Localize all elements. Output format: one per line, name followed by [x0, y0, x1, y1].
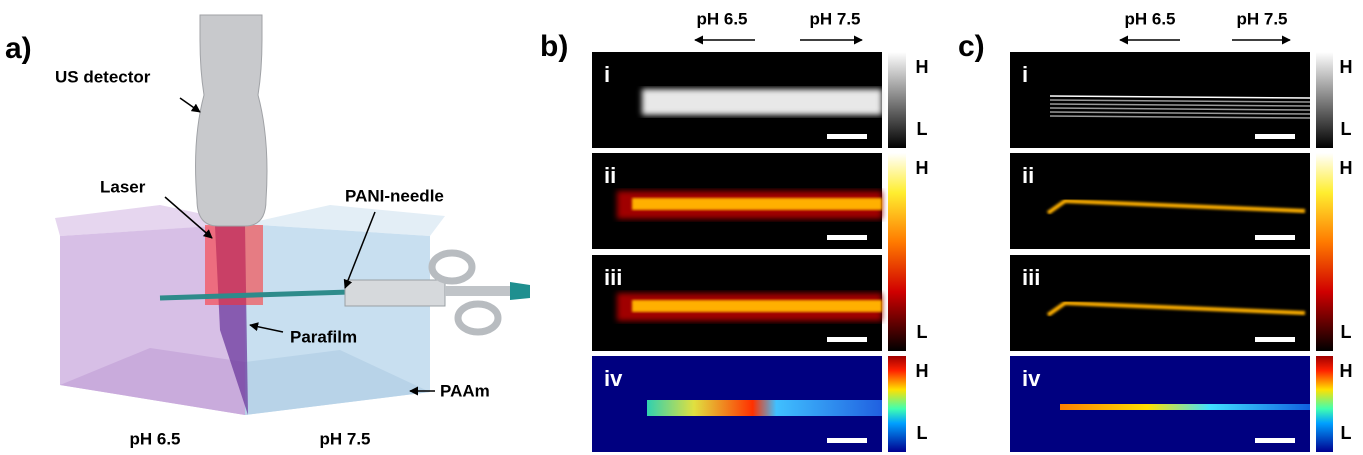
colorbar: [888, 356, 906, 452]
annotation: Laser: [100, 177, 146, 196]
scale-bar: [1255, 438, 1295, 443]
colorbar-low: L: [1341, 322, 1352, 342]
scale-bar: [827, 438, 867, 443]
pa-signal: [632, 198, 882, 210]
colorbar-high: H: [916, 57, 929, 77]
pa-signal: [632, 300, 882, 312]
colorbar-low: L: [1341, 423, 1352, 443]
colorbar-low: L: [1341, 119, 1352, 139]
ph-label: pH 7.5: [319, 429, 370, 448]
colorbar-high: H: [916, 361, 929, 381]
annotation: PAAm: [440, 381, 490, 400]
annotation: PANI-needle: [345, 186, 444, 205]
scale-bar: [1255, 235, 1295, 240]
colorbar-high: H: [916, 158, 929, 178]
scale-bar: [1255, 337, 1295, 342]
panel-label: b): [540, 30, 568, 63]
colorbar-low: L: [917, 322, 928, 342]
figure: a) US detector Laser PANI-needle Parafil…: [0, 0, 1363, 455]
ultrasound-signal: [642, 89, 882, 115]
image-background: [1010, 153, 1310, 249]
panel-label: c): [958, 30, 985, 63]
row-label: i: [604, 62, 610, 87]
panel-label: a): [5, 32, 32, 65]
colorbar-high: H: [1340, 361, 1353, 381]
scale-bar: [827, 337, 867, 342]
colorbar: [888, 153, 906, 351]
colorbar: [1316, 52, 1333, 148]
row-label: ii: [1022, 163, 1034, 188]
ratio-signal: [1060, 404, 1310, 410]
ph-label: pH 7.5: [809, 9, 860, 28]
ph-label: pH 7.5: [1236, 9, 1287, 28]
annotation: Parafilm: [290, 327, 357, 346]
scale-bar: [827, 235, 867, 240]
row-label: iii: [1022, 265, 1040, 290]
colorbar: [1316, 356, 1333, 452]
ph-label: pH 6.5: [1124, 9, 1175, 28]
row-label: iv: [604, 366, 623, 391]
image-background: [1010, 255, 1310, 351]
ph-label: pH 6.5: [129, 429, 180, 448]
colorbar: [1316, 153, 1333, 351]
colorbar-high: H: [1340, 57, 1353, 77]
colorbar-low: L: [917, 119, 928, 139]
row-label: ii: [604, 163, 616, 188]
ph-label: pH 6.5: [696, 9, 747, 28]
colorbar-low: L: [917, 423, 928, 443]
ratio-signal: [647, 400, 882, 416]
colorbar-high: H: [1340, 158, 1353, 178]
row-label: iv: [1022, 366, 1041, 391]
row-label: iii: [604, 265, 622, 290]
scale-bar: [827, 134, 867, 139]
colorbar: [888, 52, 906, 148]
row-label: i: [1022, 62, 1028, 87]
annotation: US detector: [55, 67, 151, 86]
scale-bar: [1255, 134, 1295, 139]
